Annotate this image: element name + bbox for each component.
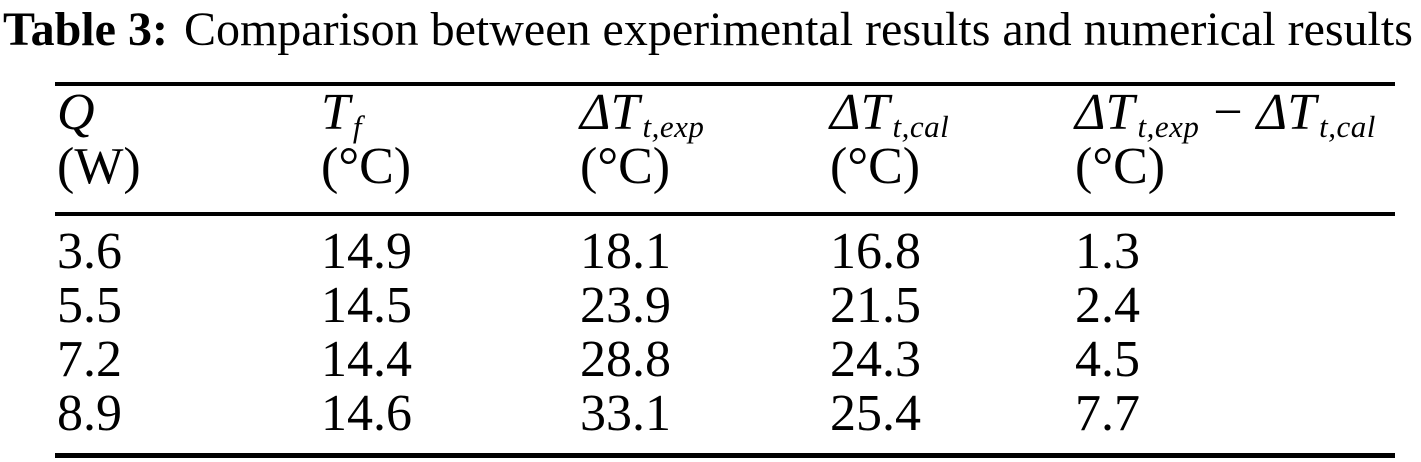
top-rule <box>55 82 1395 86</box>
data-cell: 18.1 <box>580 223 671 280</box>
subscript-t-exp: t,exp <box>642 109 705 144</box>
unit-cell-c: (°C) <box>321 138 412 195</box>
table-row: 7.2 14.4 28.8 24.3 4.5 <box>57 333 1395 387</box>
data-cell: 5.5 <box>57 277 122 334</box>
data-cell: 2.4 <box>1075 277 1140 334</box>
mid-rule <box>55 212 1395 216</box>
header-units-row: (W) (°C) (°C) (°C) (°C) <box>57 139 1395 195</box>
results-table: Q Tf ΔTt,exp ΔTt,cal ΔTt,exp − ΔTt,cal (W)… <box>55 82 1395 458</box>
data-cell: 1.3 <box>1075 223 1140 280</box>
data-cell: 28.8 <box>580 331 671 388</box>
table-row: 8.9 14.6 33.1 25.4 7.7 <box>57 387 1395 441</box>
column-header-dt-diff: ΔTt,exp − ΔTt,cal <box>1075 85 1395 155</box>
column-header-dt-exp: ΔTt,exp <box>580 85 830 155</box>
data-cell: 14.6 <box>321 385 412 442</box>
data-cell: 33.1 <box>580 385 671 442</box>
data-cell: 23.9 <box>580 277 671 334</box>
minus-operator: − <box>1213 84 1243 141</box>
subscript-f: f <box>352 109 363 144</box>
data-cell: 3.6 <box>57 223 122 280</box>
unit-cell-c: (°C) <box>580 138 671 195</box>
data-cell: 21.5 <box>830 277 921 334</box>
data-cell: 8.9 <box>57 385 122 442</box>
data-cell: 25.4 <box>830 385 921 442</box>
data-cell: 7.7 <box>1075 385 1140 442</box>
symbol-t: T <box>321 84 350 141</box>
table-body: 3.6 14.9 18.1 16.8 1.3 5.5 14.5 23.9 21.… <box>57 225 1395 441</box>
unit-cell-c: (°C) <box>1075 138 1166 195</box>
table-caption-label: Table 3: <box>3 3 168 56</box>
bottom-rule <box>55 453 1395 458</box>
data-cell: 16.8 <box>830 223 921 280</box>
column-header-tf: Tf <box>321 85 580 155</box>
data-cell: 24.3 <box>830 331 921 388</box>
header-symbols-row: Q Tf ΔTt,exp ΔTt,cal ΔTt,exp − ΔTt,cal <box>57 85 1395 155</box>
subscript-t-cal: t,cal <box>892 109 950 144</box>
symbol-q: Q <box>57 84 95 141</box>
data-cell: 7.2 <box>57 331 122 388</box>
data-cell: 14.4 <box>321 331 412 388</box>
unit-cell-w: (W) <box>57 138 141 195</box>
symbol-delta-t: ΔT <box>1256 84 1317 141</box>
symbol-delta-t: ΔT <box>1075 84 1135 141</box>
column-header-dt-cal: ΔTt,cal <box>830 85 1075 155</box>
table-caption: Table 3: Comparison between experimental … <box>3 0 1413 60</box>
data-cell: 14.5 <box>321 277 412 334</box>
subscript-t-cal: t,cal <box>1319 109 1376 144</box>
symbol-delta-t: ΔT <box>580 84 640 141</box>
subscript-t-exp: t,exp <box>1137 109 1200 144</box>
unit-cell-c: (°C) <box>830 138 921 195</box>
table-row: 3.6 14.9 18.1 16.8 1.3 <box>57 225 1395 279</box>
data-cell: 4.5 <box>1075 331 1140 388</box>
column-header-q: Q <box>57 85 321 155</box>
table-row: 5.5 14.5 23.9 21.5 2.4 <box>57 279 1395 333</box>
symbol-delta-t: ΔT <box>830 84 890 141</box>
table-caption-text: Comparison between experimental results … <box>183 3 1413 56</box>
data-cell: 14.9 <box>321 223 412 280</box>
